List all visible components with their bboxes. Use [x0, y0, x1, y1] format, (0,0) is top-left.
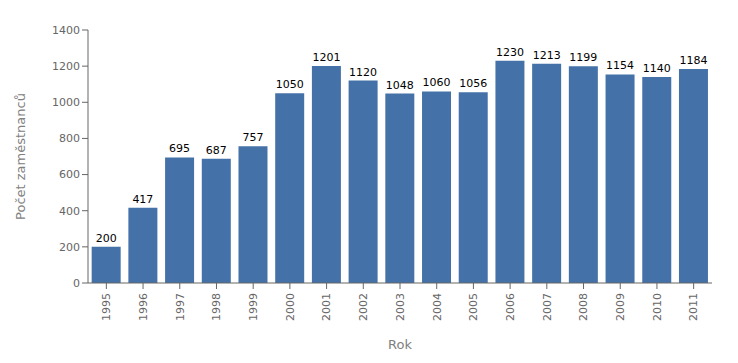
svg-text:1048: 1048: [386, 79, 414, 92]
svg-text:2009: 2009: [614, 293, 627, 321]
svg-text:200: 200: [96, 232, 117, 245]
svg-text:1200: 1200: [52, 60, 80, 73]
svg-text:1996: 1996: [137, 293, 150, 321]
svg-text:600: 600: [59, 168, 80, 181]
svg-text:1056: 1056: [459, 77, 487, 90]
svg-text:1184: 1184: [679, 54, 707, 67]
svg-text:2008: 2008: [577, 293, 590, 321]
svg-text:1140: 1140: [643, 62, 671, 75]
svg-text:2004: 2004: [431, 293, 444, 321]
svg-text:1995: 1995: [100, 293, 113, 321]
svg-text:800: 800: [59, 132, 80, 145]
svg-text:200: 200: [59, 241, 80, 254]
svg-text:Počet zaměstnanců: Počet zaměstnanců: [13, 93, 28, 220]
svg-text:1050: 1050: [276, 78, 304, 91]
svg-text:695: 695: [169, 142, 190, 155]
svg-text:1120: 1120: [349, 66, 377, 79]
svg-text:2002: 2002: [357, 293, 370, 321]
svg-text:1997: 1997: [174, 293, 187, 321]
svg-text:2010: 2010: [651, 293, 664, 321]
svg-text:1201: 1201: [312, 51, 340, 64]
svg-text:1199: 1199: [569, 51, 597, 64]
svg-text:1998: 1998: [210, 293, 223, 321]
svg-text:417: 417: [132, 193, 153, 206]
svg-text:1999: 1999: [247, 293, 260, 321]
svg-text:687: 687: [206, 144, 227, 157]
svg-text:757: 757: [242, 131, 263, 144]
svg-text:2003: 2003: [394, 293, 407, 321]
svg-text:2007: 2007: [541, 293, 554, 321]
svg-text:2011: 2011: [687, 293, 700, 321]
svg-text:400: 400: [59, 205, 80, 218]
svg-text:1400: 1400: [52, 24, 80, 37]
svg-text:2006: 2006: [504, 293, 517, 321]
svg-text:2001: 2001: [320, 293, 333, 321]
svg-text:2000: 2000: [284, 293, 297, 321]
svg-text:1060: 1060: [423, 76, 451, 89]
svg-text:1230: 1230: [496, 46, 524, 59]
svg-text:Rok: Rok: [388, 337, 412, 352]
svg-text:1000: 1000: [52, 96, 80, 109]
svg-text:2005: 2005: [467, 293, 480, 321]
svg-text:1213: 1213: [533, 49, 561, 62]
svg-text:0: 0: [73, 277, 80, 290]
svg-text:1154: 1154: [606, 59, 634, 72]
